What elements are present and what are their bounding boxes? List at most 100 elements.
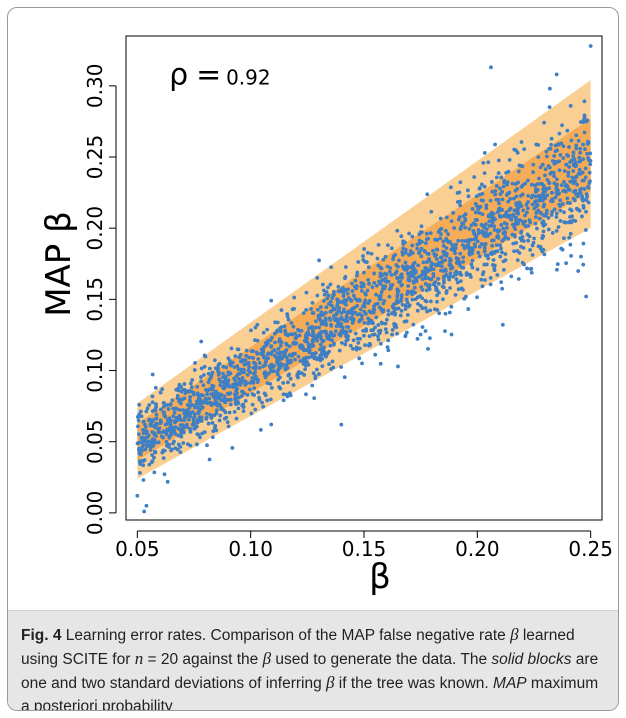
- data-point: [551, 170, 556, 175]
- data-point: [145, 406, 150, 411]
- data-point: [177, 382, 182, 387]
- data-point: [528, 248, 533, 252]
- data-point: [350, 346, 355, 351]
- data-point: [421, 260, 426, 265]
- data-point: [531, 170, 535, 175]
- data-point: [588, 162, 593, 167]
- data-point: [499, 280, 504, 284]
- data-point: [463, 294, 468, 299]
- data-point: [327, 301, 331, 306]
- data-point: [343, 265, 348, 269]
- data-point: [304, 392, 308, 397]
- data-point: [504, 210, 509, 215]
- data-point: [547, 181, 552, 186]
- data-point: [575, 182, 579, 187]
- data-point: [255, 351, 260, 356]
- data-point: [268, 338, 273, 343]
- data-point: [568, 207, 572, 212]
- data-point: [527, 234, 532, 239]
- data-point: [282, 350, 287, 355]
- data-point: [413, 270, 418, 275]
- data-point: [403, 307, 408, 311]
- data-point: [205, 443, 209, 448]
- data-point: [391, 257, 395, 262]
- data-point: [322, 319, 327, 324]
- data-point: [204, 417, 209, 421]
- data-point: [339, 422, 344, 427]
- data-point: [166, 418, 170, 422]
- data-point: [282, 324, 287, 329]
- data-point: [363, 291, 368, 296]
- data-point: [419, 224, 424, 229]
- data-point: [195, 384, 200, 389]
- data-point: [277, 358, 281, 362]
- data-point: [331, 333, 336, 338]
- data-point: [166, 407, 171, 411]
- data-point: [385, 243, 390, 248]
- data-point: [490, 220, 495, 225]
- data-point: [526, 193, 531, 198]
- data-point: [228, 402, 233, 407]
- data-point: [284, 348, 289, 352]
- data-point: [549, 136, 554, 141]
- data-point: [485, 227, 489, 231]
- data-point: [309, 307, 313, 311]
- data-point: [499, 175, 504, 180]
- data-point: [423, 306, 428, 310]
- data-point: [141, 428, 145, 432]
- data-point: [233, 378, 237, 383]
- data-point: [221, 375, 225, 380]
- data-point: [188, 429, 193, 434]
- data-point: [288, 358, 293, 363]
- data-point: [516, 169, 521, 174]
- data-point: [263, 375, 268, 380]
- data-point: [235, 347, 240, 352]
- data-point: [313, 325, 318, 330]
- data-point: [192, 412, 197, 417]
- data-point: [418, 230, 423, 235]
- data-point: [528, 220, 533, 225]
- data-point: [286, 373, 291, 378]
- data-point: [472, 232, 477, 237]
- data-point: [419, 285, 424, 289]
- data-point: [560, 247, 565, 252]
- data-point: [192, 392, 196, 397]
- data-point: [543, 167, 548, 172]
- data-point: [478, 186, 482, 190]
- data-point: [339, 317, 343, 322]
- data-point: [321, 338, 326, 343]
- data-point: [534, 210, 539, 215]
- data-point: [207, 377, 212, 382]
- data-point: [286, 317, 291, 322]
- data-point: [583, 147, 587, 152]
- data-point: [208, 366, 212, 371]
- data-point: [340, 340, 344, 345]
- data-point: [480, 212, 485, 217]
- data-point: [458, 180, 463, 185]
- data-point: [375, 301, 380, 306]
- data-point: [401, 242, 406, 246]
- data-point: [196, 399, 201, 404]
- data-point: [378, 361, 383, 366]
- data-point: [247, 387, 252, 392]
- data-point: [573, 162, 578, 167]
- data-point: [214, 411, 219, 416]
- data-point: [210, 370, 215, 375]
- data-point: [353, 278, 358, 283]
- data-point: [153, 423, 158, 427]
- data-point: [486, 160, 491, 165]
- data-point: [296, 354, 301, 359]
- data-point: [439, 255, 443, 260]
- data-point: [384, 317, 389, 322]
- data-point: [516, 211, 521, 216]
- data-point: [477, 211, 482, 215]
- data-point: [571, 154, 576, 158]
- data-point: [500, 238, 505, 243]
- data-point: [318, 342, 323, 347]
- data-point: [341, 307, 346, 312]
- data-point: [531, 240, 536, 245]
- data-point: [492, 228, 497, 232]
- data-point: [444, 289, 449, 293]
- data-point: [241, 367, 246, 372]
- data-point: [241, 409, 246, 414]
